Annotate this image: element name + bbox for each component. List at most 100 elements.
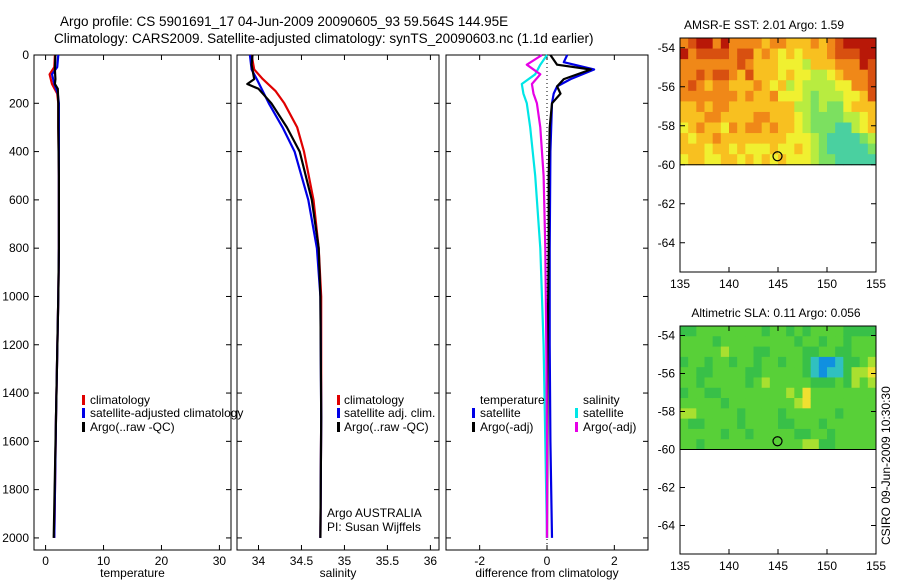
heatmap-cell bbox=[851, 69, 861, 81]
heatmap-cell bbox=[810, 59, 820, 71]
heatmap-cell bbox=[802, 356, 812, 368]
heatmap-cell bbox=[737, 111, 746, 123]
heatmap-cell bbox=[810, 398, 820, 409]
heatmap-cell bbox=[745, 367, 754, 378]
heatmap-cell bbox=[818, 90, 828, 102]
heatmap-cell bbox=[859, 48, 869, 60]
x-tick-label: 0 bbox=[42, 554, 49, 568]
heatmap-cell bbox=[835, 356, 844, 368]
heatmap-cell bbox=[818, 80, 828, 92]
heatmap-cell bbox=[761, 418, 771, 430]
sla-map-panel: 135 140 145 150 155 -54 -56 -58 -60 -62 -64 bbox=[658, 325, 886, 573]
x-tick-label: 150 bbox=[817, 277, 837, 291]
heatmap-cell bbox=[827, 154, 836, 166]
heatmap-cell bbox=[794, 367, 803, 378]
plot-frame bbox=[236, 54, 440, 551]
heatmap-cell bbox=[696, 346, 705, 358]
heatmap-cell bbox=[794, 377, 803, 389]
heatmap-cell bbox=[827, 59, 836, 71]
y-tick-label: 400 bbox=[9, 145, 29, 159]
x-tick-label: 0 bbox=[544, 554, 551, 568]
footer-stamp: CSIRO 09-Jun-2009 10:30:30 bbox=[879, 386, 893, 545]
heatmap-cell bbox=[729, 59, 738, 71]
heatmap-cell bbox=[867, 80, 877, 92]
heatmap-cell bbox=[720, 418, 730, 430]
heatmap-cell bbox=[745, 377, 754, 389]
heatmap-cell bbox=[729, 69, 738, 81]
heatmap-cell bbox=[761, 122, 771, 134]
heatmap-cell bbox=[818, 48, 828, 60]
heatmap-cell bbox=[843, 418, 852, 430]
heatmap-cell bbox=[720, 326, 730, 337]
heatmap-cell bbox=[753, 367, 763, 378]
heatmap-cell bbox=[745, 38, 754, 50]
heatmap-cell bbox=[729, 408, 738, 420]
heatmap-cell bbox=[720, 69, 730, 81]
heatmap-cell bbox=[696, 367, 705, 378]
heatmap-cell bbox=[859, 346, 869, 358]
heatmap-cell bbox=[761, 346, 771, 358]
legend-group-title: salinity bbox=[583, 393, 620, 407]
series-line-blue bbox=[548, 54, 596, 538]
float-position-marker bbox=[772, 151, 783, 162]
heatmap-cell bbox=[753, 48, 763, 60]
heatmap-cell bbox=[696, 326, 705, 337]
heatmap-cell bbox=[688, 59, 697, 71]
legend-swatch-cyan bbox=[575, 408, 578, 418]
heatmap-cell bbox=[843, 346, 852, 358]
heatmap-cell bbox=[761, 101, 771, 113]
heatmap-cell bbox=[704, 154, 714, 166]
heatmap-cell bbox=[761, 408, 771, 420]
heatmap-cell bbox=[737, 346, 746, 358]
heatmap-cell bbox=[729, 377, 738, 389]
heatmap-cell bbox=[729, 418, 738, 430]
heatmap-cell bbox=[827, 80, 836, 92]
heatmap-cell bbox=[769, 428, 779, 440]
x-tick-label: 35 bbox=[338, 554, 352, 568]
heatmap-cell bbox=[778, 326, 787, 337]
heatmap-cell bbox=[680, 133, 689, 145]
legend-swatch-black bbox=[337, 422, 340, 432]
series-line-cyan bbox=[520, 54, 549, 538]
heatmap-cell bbox=[827, 398, 836, 409]
heatmap-cell bbox=[680, 101, 689, 113]
heatmap-cell bbox=[761, 439, 771, 450]
heatmap-cell bbox=[843, 428, 852, 440]
heatmap-cell bbox=[835, 143, 844, 155]
heatmap-cell bbox=[729, 133, 738, 145]
legend-label: satellite bbox=[480, 406, 521, 420]
heatmap-cell bbox=[778, 111, 787, 123]
sst-map-title: AMSR-E SST: 2.01 Argo: 1.59 bbox=[684, 18, 844, 32]
heatmap-cell bbox=[712, 439, 722, 450]
heatmap-cell bbox=[810, 356, 820, 368]
heatmap-cell bbox=[729, 336, 738, 348]
heatmap-cell bbox=[753, 38, 763, 50]
heatmap-cell bbox=[786, 439, 795, 450]
heatmap-cell bbox=[704, 101, 714, 113]
heatmap-cell bbox=[778, 398, 787, 409]
heatmap-cell bbox=[867, 48, 877, 60]
heatmap-cell bbox=[680, 122, 689, 134]
heatmap-cell bbox=[802, 111, 812, 123]
heatmap-cell bbox=[835, 367, 844, 378]
heatmap-cell bbox=[851, 398, 861, 409]
heatmap-cell bbox=[778, 336, 787, 348]
heatmap-cell bbox=[753, 80, 763, 92]
heatmap-cell bbox=[680, 418, 689, 430]
heatmap-cell bbox=[737, 90, 746, 102]
heatmap-cell bbox=[753, 143, 763, 155]
heatmap-cell bbox=[753, 59, 763, 71]
heatmap-cell bbox=[786, 336, 795, 348]
heatmap-cell bbox=[745, 69, 754, 81]
heatmap-cell bbox=[818, 418, 828, 430]
heatmap-cell bbox=[851, 346, 861, 358]
heatmap-cell bbox=[851, 428, 861, 440]
heatmap-cell bbox=[737, 143, 746, 155]
heatmap-cell bbox=[696, 439, 705, 450]
heatmap-cell bbox=[745, 101, 754, 113]
heatmap-cell bbox=[867, 428, 877, 440]
y-tick-label: -56 bbox=[658, 80, 676, 94]
x-tick-label: 10 bbox=[97, 554, 111, 568]
heatmap-cell bbox=[680, 59, 689, 71]
heatmap-cell bbox=[753, 346, 763, 358]
